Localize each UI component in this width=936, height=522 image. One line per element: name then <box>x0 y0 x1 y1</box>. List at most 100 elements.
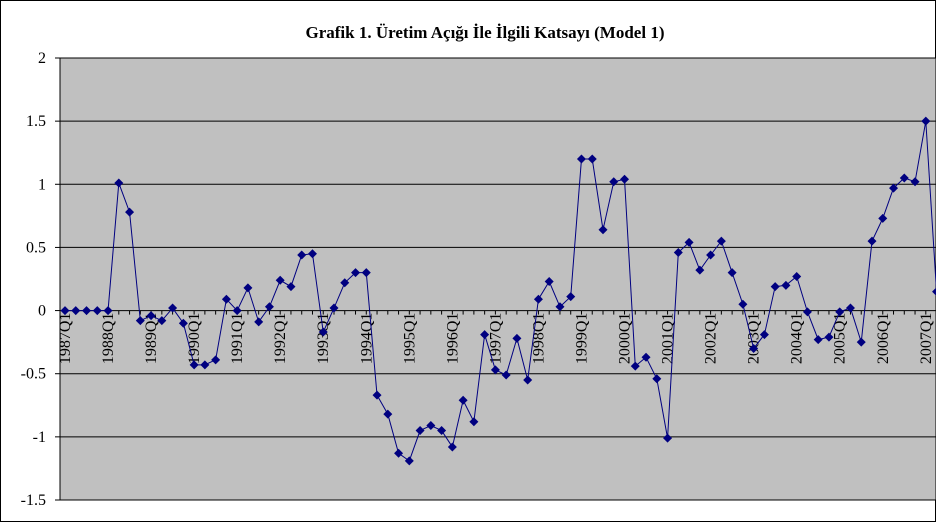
point <box>490 365 500 375</box>
point <box>415 426 425 436</box>
point <box>157 316 167 326</box>
x-tick-label: 2002Q1 <box>703 313 720 365</box>
point <box>189 360 199 370</box>
chart-title: Grafik 1. Üretim Açığı İle İlgili Katsay… <box>305 23 664 42</box>
x-tick-label: 2006Q1 <box>875 313 892 365</box>
point <box>71 306 81 316</box>
point <box>641 352 651 362</box>
point <box>383 409 393 419</box>
point <box>673 247 683 257</box>
y-tick-label: 0.5 <box>26 239 46 256</box>
point <box>340 278 350 288</box>
point <box>264 302 274 312</box>
point <box>684 237 694 247</box>
point <box>103 306 113 316</box>
y-tick-label: 1.5 <box>26 113 46 130</box>
point <box>706 250 716 260</box>
point <box>856 337 866 347</box>
point <box>835 307 845 317</box>
point <box>695 265 705 275</box>
point <box>576 154 586 164</box>
x-tick-label: 1989Q1 <box>143 313 160 365</box>
point <box>663 433 673 443</box>
point <box>523 375 533 385</box>
point <box>232 306 242 316</box>
y-tick-label: 0 <box>38 303 46 320</box>
point <box>168 303 178 313</box>
y-tick-label: -0.5 <box>21 366 46 383</box>
x-tick-label: 2000Q1 <box>617 313 634 365</box>
x-tick-label: 2003Q1 <box>746 313 763 365</box>
point <box>458 395 468 405</box>
point <box>566 292 576 302</box>
x-tick-label: 1992Q1 <box>272 313 289 365</box>
y-tick-label: -1 <box>33 429 46 446</box>
point <box>512 333 522 343</box>
point <box>738 299 748 309</box>
point <box>792 271 802 281</box>
plot-area <box>59 57 936 501</box>
point <box>587 154 597 164</box>
point <box>329 303 339 313</box>
point <box>727 268 737 278</box>
x-tick-label: 1995Q1 <box>401 313 418 365</box>
point <box>555 302 565 312</box>
point <box>749 343 759 353</box>
x-tick-label: 2004Q1 <box>789 313 806 365</box>
x-tick-label: 1999Q1 <box>573 313 590 365</box>
point <box>82 306 92 316</box>
point <box>92 306 102 316</box>
point <box>889 183 899 193</box>
point <box>469 417 479 427</box>
point <box>770 282 780 292</box>
point <box>372 390 382 400</box>
point <box>759 330 769 340</box>
point <box>813 335 823 345</box>
point <box>544 277 554 287</box>
x-tick-label: 1987Q1 <box>57 313 74 365</box>
point <box>318 327 328 337</box>
point <box>125 207 135 217</box>
point <box>404 456 414 466</box>
point <box>652 374 662 384</box>
point <box>716 236 726 246</box>
point <box>630 361 640 371</box>
point <box>910 177 920 187</box>
point <box>620 174 630 184</box>
point <box>114 178 124 188</box>
point <box>307 249 317 259</box>
point <box>351 268 361 278</box>
point <box>178 318 188 328</box>
point <box>501 370 511 380</box>
point <box>146 311 156 321</box>
point <box>221 294 231 304</box>
point <box>254 317 264 327</box>
point <box>361 268 371 278</box>
x-tick-label: 1990Q1 <box>186 313 203 365</box>
point <box>932 287 936 296</box>
point <box>802 307 812 317</box>
x-tick-label: 2007Q1 <box>918 313 935 365</box>
x-tick-label: 2005Q1 <box>832 313 849 365</box>
point <box>609 177 619 187</box>
point <box>394 448 404 458</box>
point <box>135 316 145 326</box>
point <box>297 250 307 260</box>
point <box>437 426 447 436</box>
y-tick-label: 1 <box>38 176 46 193</box>
point <box>598 225 608 235</box>
point <box>867 236 877 246</box>
x-tick-label: 1988Q1 <box>100 313 117 365</box>
point <box>899 173 909 183</box>
series-line <box>65 121 936 462</box>
x-tick-label: 1994Q1 <box>358 313 375 365</box>
x-tick-label: 1996Q1 <box>444 313 461 365</box>
point <box>286 282 296 292</box>
point <box>824 332 834 342</box>
point <box>845 303 855 313</box>
y-tick-label: -1.5 <box>21 492 46 509</box>
x-tick-label: 1997Q1 <box>487 313 504 365</box>
point <box>447 442 457 452</box>
point <box>275 275 285 285</box>
